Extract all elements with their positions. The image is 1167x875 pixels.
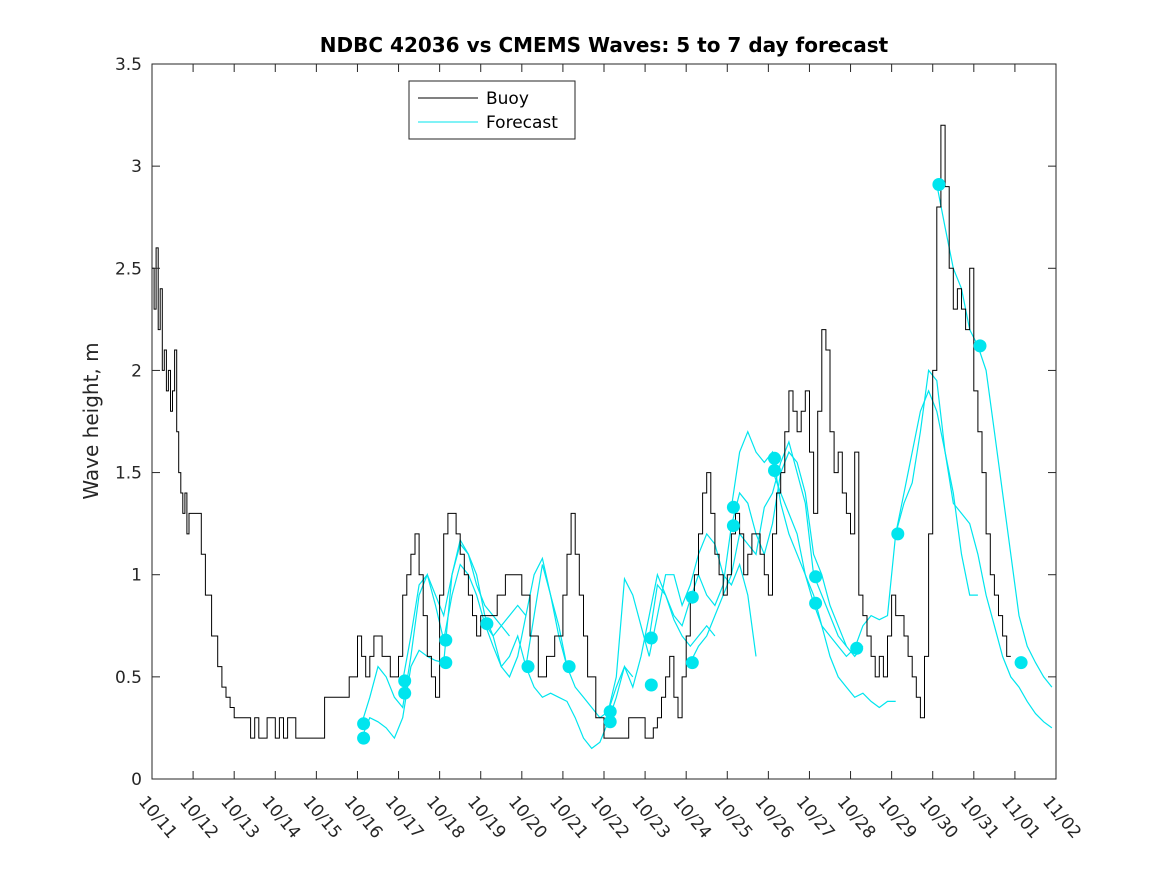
y-tick-label: 2.5 xyxy=(115,259,142,279)
y-axis-label: Wave height, m xyxy=(79,342,103,499)
forecast-marker xyxy=(891,527,905,541)
legend: Buoy Forecast xyxy=(408,80,576,140)
forecast-line-15 xyxy=(936,184,1053,688)
forecast-marker xyxy=(768,464,781,477)
forecast-line-14 xyxy=(895,368,1053,729)
legend-buoy-label: Buoy xyxy=(486,89,529,109)
forecast-marker xyxy=(398,674,412,688)
forecast-marker xyxy=(809,596,823,610)
forecast-marker xyxy=(850,641,864,655)
forecast-line-13 xyxy=(771,470,896,709)
y-tick-label: 3 xyxy=(131,157,142,177)
forecast-marker xyxy=(644,631,658,645)
y-tick-label: 2 xyxy=(131,361,142,381)
forecast-line-4 xyxy=(443,538,568,679)
y-tick-label: 1.5 xyxy=(115,464,142,484)
forecast-marker xyxy=(357,731,371,745)
forecast-marker xyxy=(521,660,535,674)
forecast-line-8 xyxy=(607,532,757,712)
legend-box xyxy=(408,80,576,140)
forecast-marker xyxy=(357,717,371,731)
forecast-line-12 xyxy=(730,430,897,658)
forecast-line-1 xyxy=(361,572,445,724)
forecast-line-6 xyxy=(484,623,609,750)
forecast-line-2 xyxy=(361,649,444,740)
forecast-marker xyxy=(726,519,740,533)
forecast-line-16 xyxy=(895,389,978,596)
chart-title: NDBC 42036 vs CMEMS Waves: 5 to 7 day fo… xyxy=(320,33,889,57)
plot-area xyxy=(151,63,1057,780)
forecast-marker xyxy=(439,656,453,670)
forecast-marker xyxy=(439,633,453,647)
forecast-marker xyxy=(768,451,781,465)
marker-layer xyxy=(357,178,1028,745)
y-tick-label: 0 xyxy=(131,770,142,790)
forecast-marker xyxy=(562,660,576,674)
y-tick-label: 1 xyxy=(131,566,142,586)
forecast-marker xyxy=(1014,656,1028,670)
legend-forecast-label: Forecast xyxy=(486,113,558,133)
forecast-marker xyxy=(932,178,946,191)
forecast-marker xyxy=(809,570,823,584)
forecast-marker xyxy=(398,686,412,700)
forecast-marker xyxy=(685,656,699,670)
forecast-marker xyxy=(603,715,617,729)
forecast-line-9 xyxy=(607,572,716,722)
forecast-marker xyxy=(644,678,658,692)
forecast-marker xyxy=(480,617,494,631)
y-tick-label: 0.5 xyxy=(115,668,142,688)
buoy-line xyxy=(152,124,1011,739)
forecast-marker xyxy=(726,500,740,514)
forecast-line-7 xyxy=(525,564,634,719)
forecast-marker xyxy=(685,590,699,604)
y-tick-label: 3.5 xyxy=(115,55,142,75)
forecast-marker xyxy=(973,339,987,353)
series-layer xyxy=(152,124,1053,750)
forecast-line-10 xyxy=(648,450,847,647)
forecast-marker xyxy=(603,705,617,719)
